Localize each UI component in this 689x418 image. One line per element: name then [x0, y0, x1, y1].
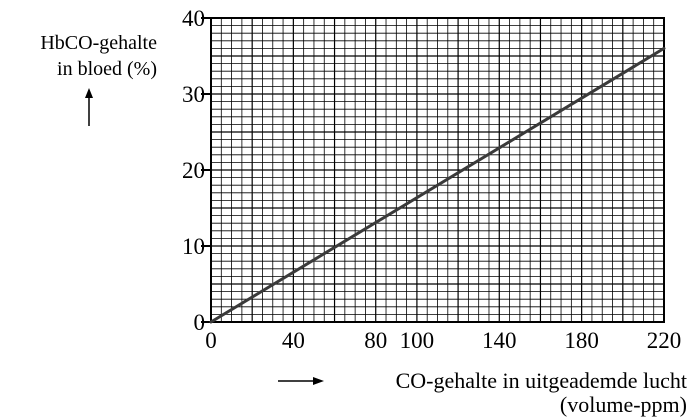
plot-frame	[201, 17, 665, 323]
x-tick-label: 220	[647, 328, 682, 353]
x-tick-label: 80	[364, 328, 387, 353]
x-tick-label: 40	[282, 328, 305, 353]
axis-arrows	[85, 88, 324, 385]
series-line	[209, 46, 666, 324]
y-tick-label: 30	[182, 82, 205, 107]
x-axis-title-line-2: (volume-ppm)	[559, 392, 687, 417]
y-axis-title-line-1: HbCO-gehalte	[40, 32, 157, 54]
y-tick-labels: 0 10 20 30 40	[182, 6, 205, 335]
x-tick-label: 140	[482, 328, 517, 353]
series-layer	[209, 46, 666, 324]
y-tick-label: 40	[182, 6, 205, 31]
grid	[210, 17, 665, 323]
x-tick-label: 100	[400, 328, 435, 353]
y-tick-label: 0	[194, 310, 206, 335]
y-tick-label: 20	[182, 158, 205, 183]
y-axis-title-line-2: in bloed (%)	[57, 58, 157, 80]
y-tick-label: 10	[182, 234, 205, 259]
x-tick-label: 0	[205, 328, 217, 353]
x-tick-labels: 0 40 80 100 140 180 220	[205, 328, 681, 353]
x-axis-title-line-1: CO-gehalte in uitgeademde lucht	[395, 368, 687, 393]
x-tick-label: 180	[564, 328, 599, 353]
y-axis-arrow-icon	[85, 88, 93, 98]
x-axis-arrow-icon	[313, 377, 324, 385]
y-axis-title: HbCO-gehalte in bloed (%)	[7, 30, 157, 82]
